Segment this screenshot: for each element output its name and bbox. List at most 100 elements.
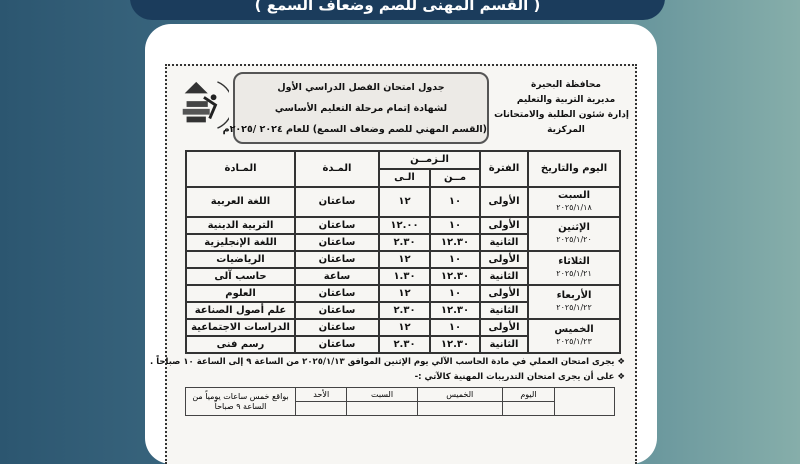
note-practical: ❖ يجرى امتحان العملي في مادة الحاسب الآل… — [150, 357, 625, 367]
day-cell: الأربعاء ٢٠٢٥/١/٢٢ — [527, 284, 622, 320]
day-date: ٢٠٢٥/١/١٨ — [556, 203, 592, 212]
blank-cell — [346, 401, 418, 416]
subject-cell: حاسب آلى — [185, 267, 296, 286]
header-subject: المـادة — [185, 150, 296, 188]
from-cell: ١٢.٣٠ — [429, 301, 482, 320]
to-cell: ١٢ — [377, 186, 432, 218]
to-cell: ٢.٣٠ — [377, 233, 432, 252]
period-cell: الثانية — [479, 335, 530, 354]
to-cell: ١.٣٠ — [377, 267, 432, 286]
blank-cell — [554, 387, 615, 416]
table-row: الثانية ١٢.٣٠ ٢.٣٠ ساعتان علم أصول الصناعة — [185, 301, 620, 320]
subject-cell: الرياضيات — [185, 250, 296, 269]
t2-header: السبت — [346, 387, 418, 402]
table-row: الثانية ١٢.٣٠ ١.٣٠ ساعة حاسب آلى — [185, 267, 620, 286]
day-cell: الإثنين ٢٠٢٥/١/٢٠ — [527, 216, 622, 252]
duration-cell: ساعتان — [294, 284, 380, 303]
subject-cell: العلوم — [185, 284, 296, 303]
duration-cell: ساعة — [294, 267, 380, 286]
t2-header: الأحد — [294, 387, 348, 402]
period-cell: الثانية — [479, 233, 530, 252]
from-cell: ١٢.٣٠ — [429, 267, 482, 286]
duration-cell: ساعتان — [294, 335, 380, 354]
day-name: الأربعاء — [556, 290, 592, 301]
table-row: الأربعاء ٢٠٢٥/١/٢٢ الأولى ١٠ ١٢ ساعتان العلوم — [185, 284, 622, 320]
period-cell: الأولى — [479, 250, 530, 269]
duration-cell: ساعتان — [294, 301, 380, 320]
document-title: جدول امتحان الفصل الدراسي الأول لشهادة إ… — [222, 72, 489, 144]
to-cell: ١٢ — [377, 284, 432, 303]
period-cell: الثانية — [479, 301, 530, 320]
day-cell: الثلاثاء ٢٠٢٥/١/٢١ — [527, 250, 622, 286]
title-line: (القسم المهني للصم وضعاف السمع) للعام ٢٠… — [222, 124, 487, 135]
period-cell: الثانية — [479, 267, 530, 286]
header-duration: المـدة — [294, 150, 380, 188]
day-date: ٢٠٢٥/١/٢٣ — [556, 337, 592, 346]
org-line: إدارة شئون الطلبة والامتحانات — [494, 110, 629, 120]
vocational-table: اليوم الخميس السبت الأحد بواقع خمس ساعات يوم… — [185, 387, 615, 416]
title-line: جدول امتحان الفصل الدراسي الأول — [277, 82, 445, 93]
blank-cell — [501, 401, 556, 416]
day-date: ٢٠٢٥/١/٢١ — [556, 269, 592, 278]
subject-cell: الدراسات الاجتماعية — [185, 318, 296, 337]
org-line: محافظة البحيرة — [531, 80, 601, 90]
table-row: الإثنين ٢٠٢٥/١/٢٠ الأولى ١٠ ١٢.٠٠ ساعتان الترب… — [185, 216, 622, 252]
note-vocational: ❖ على أن يجرى امتحان التدريبات المهنية ك… — [414, 372, 625, 382]
org-line: المركزية — [547, 125, 585, 135]
from-cell: ١٢.٣٠ — [429, 335, 482, 354]
banner-title: ( القسم المهنى للصم وضعاف السمع ) — [130, 0, 665, 20]
table-row: الثانية ١٢.٣٠ ٢.٣٠ ساعتان رسم فنى — [185, 335, 620, 354]
duration-cell: ساعتان — [294, 186, 380, 218]
t2-header: الخميس — [416, 387, 503, 402]
duration-cell: ساعتان — [294, 318, 380, 337]
from-cell: ١٠ — [429, 216, 482, 235]
day-cell: السبت ٢٠٢٥/١/١٨ — [527, 186, 622, 218]
day-date: ٢٠٢٥/١/٢٠ — [556, 235, 592, 244]
blank-cell — [416, 401, 503, 416]
period-cell: الأولى — [479, 186, 530, 218]
day-date: ٢٠٢٥/١/٢٢ — [556, 303, 592, 312]
to-cell: ١٢.٠٠ — [377, 216, 432, 235]
t2-header: اليوم — [501, 387, 556, 402]
exam-schedule-document: جدول امتحان الفصل الدراسي الأول لشهادة إ… — [150, 64, 637, 464]
org-line: مديرية التربية والتعليم — [516, 95, 616, 105]
document-header: جدول امتحان الفصل الدراسي الأول لشهادة إ… — [182, 66, 629, 150]
to-cell: ٢.٣٠ — [377, 301, 432, 320]
subject-cell: رسم فنى — [185, 335, 296, 354]
day-name: الخميس — [554, 324, 594, 335]
subject-cell: اللغة الإنجليزية — [185, 233, 296, 252]
to-cell: ٢.٣٠ — [377, 335, 432, 354]
to-cell: ١٢ — [377, 318, 432, 337]
from-cell: ١٠ — [429, 284, 482, 303]
ministry-logo-icon — [182, 81, 229, 129]
duration-cell: ساعتان — [294, 250, 380, 269]
table-row: الخميس ٢٠٢٥/١/٢٣ الأولى ١٠ ١٢ ساعتان الدراسات … — [185, 318, 622, 354]
header-to: الـى — [377, 168, 432, 188]
from-cell: ١٠ — [429, 186, 482, 218]
duration-cell: ساعتان — [294, 216, 380, 235]
exam-schedule-table: اليوم والتاريخ الفترة الـزمــن المـدة المـاد… — [185, 150, 622, 354]
subject-cell: التربية الدينية — [185, 216, 296, 235]
duration-cell: ساعتان — [294, 233, 380, 252]
header-time: الـزمــن — [377, 150, 482, 170]
from-cell: ١٢.٣٠ — [429, 233, 482, 252]
header-day: اليوم والتاريخ — [527, 150, 622, 188]
t2-note: بواقع خمس ساعات يومياً من الساعة ٩ صباحا… — [185, 387, 296, 416]
subject-cell: اللغة العربية — [185, 186, 296, 218]
from-cell: ١٠ — [429, 250, 482, 269]
day-name: الإثنين — [558, 222, 590, 233]
header-from: مــن — [429, 168, 482, 188]
period-cell: الأولى — [479, 216, 530, 235]
table-row: الثانية ١٢.٣٠ ٢.٣٠ ساعتان اللغة الإنجليزية — [185, 233, 620, 252]
table-row: السبت ٢٠٢٥/١/١٨ الأولى ١٠ ١٢ ساعتان اللغة العر… — [185, 186, 622, 218]
period-cell: الأولى — [479, 284, 530, 303]
title-line: لشهادة إتمام مرحلة التعليم الأساسي — [274, 103, 448, 114]
to-cell: ١٢ — [377, 250, 432, 269]
subject-cell: علم أصول الصناعة — [185, 301, 296, 320]
day-name: السبت — [558, 190, 591, 201]
table-row: الثلاثاء ٢٠٢٥/١/٢١ الأولى ١٠ ١٢ ساعتان الرياضي… — [185, 250, 622, 286]
blank-cell — [294, 401, 348, 416]
from-cell: ١٠ — [429, 318, 482, 337]
period-cell: الأولى — [479, 318, 530, 337]
header-period: الفترة — [479, 150, 530, 188]
